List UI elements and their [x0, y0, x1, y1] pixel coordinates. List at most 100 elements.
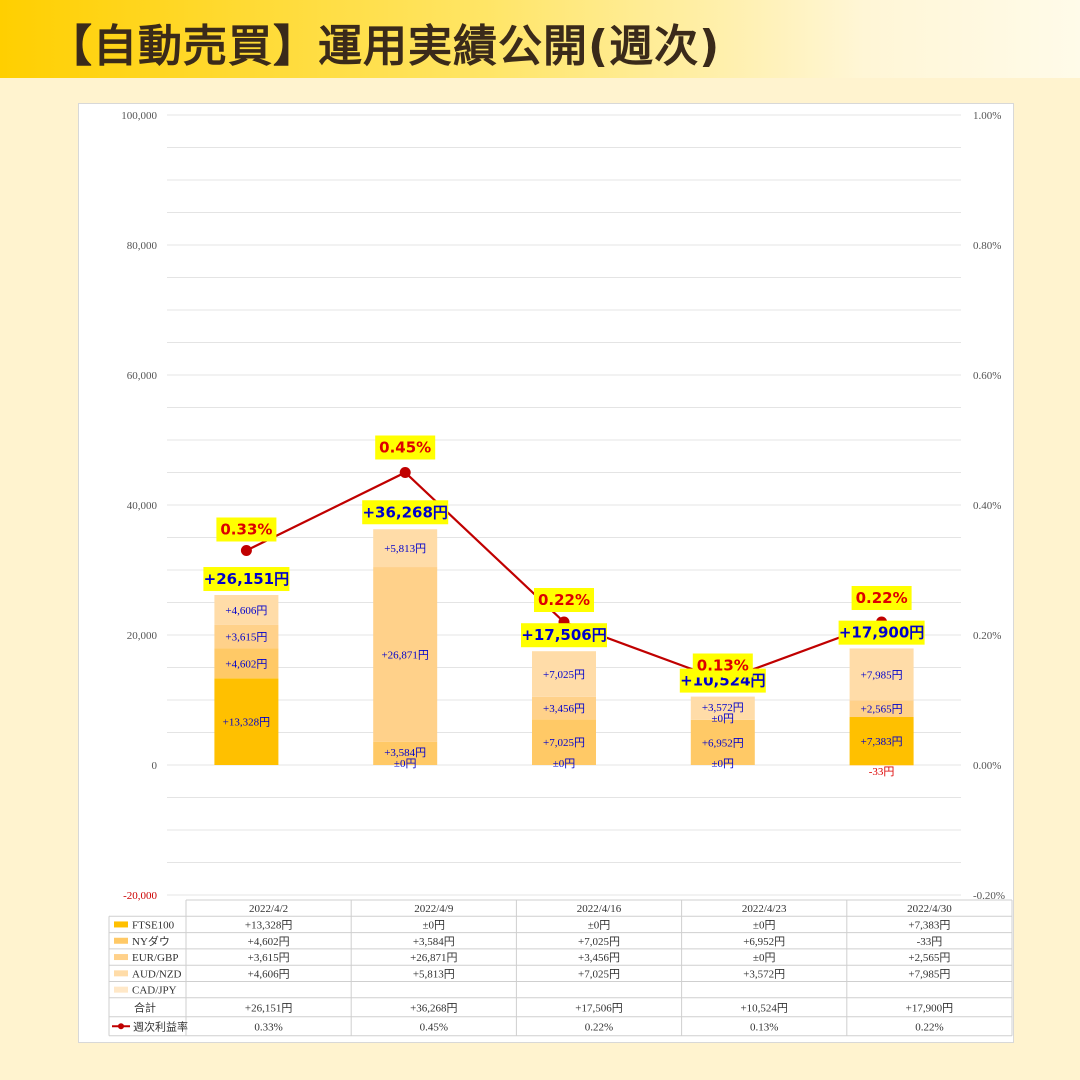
bar-segment [214, 678, 279, 765]
table-cell: +5,813円 [413, 968, 455, 980]
bar-segment-label: +2,565円 [861, 704, 903, 716]
y2-tick-label: 0.20% [973, 630, 1001, 642]
bar-segment-label: +3,456円 [543, 703, 585, 715]
bar-segment [690, 719, 755, 765]
y-tick-label: 100,000 [121, 110, 157, 122]
table-cell: 0.22% [915, 1021, 943, 1033]
bar-segment-label: +7,025円 [543, 669, 585, 681]
bar-segment-label: +4,606円 [225, 605, 267, 617]
chart-panel: 100,000 80,000 60,000 40,000 20,000 0 -20,000 1… [78, 103, 1014, 1043]
page-title: 【自動売買】運用実績公開(週次) [48, 21, 721, 72]
table-column-header: 2022/4/30 [907, 903, 952, 915]
y-tick-label: -20,000 [123, 890, 157, 902]
total-label: +17,506円 [521, 626, 606, 644]
legend-label: NYダウ [132, 934, 170, 948]
table-cell: 0.33% [254, 1021, 282, 1033]
bar-segment-label: +4,602円 [225, 658, 267, 670]
legend-label: EUR/GBP [132, 952, 178, 964]
table-cell: +26,871円 [410, 952, 457, 964]
table-cell: +10,524円 [740, 1002, 787, 1014]
total-label-bg [362, 500, 449, 525]
bar-segment-label: +7,025円 [543, 737, 585, 749]
bar-segment [690, 696, 755, 720]
bar-segment-label: +7,985円 [861, 669, 903, 681]
legend-label: 週次利益率 [133, 1019, 188, 1033]
table-cell: +13,328円 [245, 919, 292, 931]
table-cell: +4,602円 [248, 936, 290, 948]
legend-label: 合計 [134, 1000, 156, 1014]
table-cell: ±0円 [753, 952, 776, 964]
y-tick-label: 20,000 [127, 630, 158, 642]
y2-tick-label: 0.80% [973, 240, 1001, 252]
table-cell: +3,456円 [578, 952, 620, 964]
legend-swatch [114, 937, 128, 944]
bar-segment [849, 765, 914, 766]
total-label-bg [203, 567, 290, 592]
bar-segment [532, 719, 596, 765]
table-column-header: 2022/4/16 [577, 903, 622, 915]
rate-label: 0.22% [856, 589, 908, 607]
table-cell: ±0円 [423, 919, 446, 931]
y-tick-label: 0 [152, 760, 158, 772]
y2-tick-label: 0.00% [973, 760, 1001, 772]
table-cell: 0.22% [585, 1021, 613, 1033]
table-cell: +7,985円 [908, 968, 950, 980]
total-label: +36,268円 [362, 503, 447, 521]
bar-segment [532, 651, 596, 697]
table-cell: -33円 [917, 936, 943, 948]
bar-segment-label: +3,584円 [384, 747, 426, 759]
bar-segment-label: ±0円 [553, 758, 576, 770]
total-label-bg [838, 620, 925, 645]
legend-label: FTSE100 [132, 919, 175, 931]
table-cell: +3,615円 [248, 952, 290, 964]
table-cell: 0.45% [420, 1021, 448, 1033]
table-column-header: 2022/4/9 [414, 903, 454, 915]
table-cell: +4,606円 [248, 968, 290, 980]
rate-label: 0.22% [538, 591, 590, 609]
bar-segment-label: ±0円 [712, 713, 735, 725]
y2-tick-label: -0.20% [973, 890, 1005, 902]
legend-line-marker [118, 1023, 124, 1030]
bar-segment [214, 595, 279, 625]
bar-segment-label: +7,383円 [861, 736, 903, 748]
y-tick-label: 60,000 [127, 370, 158, 382]
rate-label-bg [692, 653, 753, 678]
total-label: +17,900円 [839, 624, 924, 642]
rate-label: 0.33% [220, 521, 272, 539]
bar-segment [214, 624, 279, 649]
weekly-performance-chart: 100,000 80,000 60,000 40,000 20,000 0 -20,000 1… [108, 110, 1013, 1037]
table-cell: ±0円 [588, 919, 611, 931]
bar-segment-label: -33円 [869, 766, 895, 778]
bar-segment [849, 700, 914, 718]
y-tick-label: 80,000 [127, 240, 158, 252]
total-label-bg [521, 623, 607, 648]
table-cell: 0.13% [750, 1021, 778, 1033]
legend-swatch [114, 986, 128, 993]
y-tick-label: 40,000 [127, 500, 158, 512]
table-cell: +3,584円 [413, 936, 455, 948]
legend-swatch [114, 970, 128, 977]
bar-segment-label: +5,813円 [384, 543, 426, 555]
rate-label-bg [375, 435, 436, 460]
header-banner: 【自動売買】運用実績公開(週次) [0, 0, 1080, 78]
table-column-header: 2022/4/23 [742, 903, 787, 915]
table-cell: +36,268円 [410, 1002, 457, 1014]
bar-segment-label: ±0円 [394, 758, 417, 770]
rate-label-bg [216, 517, 277, 542]
rate-label-bg [534, 588, 594, 612]
rate-point [240, 545, 252, 556]
bar-segment-label: +26,871円 [381, 649, 428, 661]
bar-segment [849, 648, 914, 701]
bar-segment-label: +13,328円 [223, 717, 270, 729]
table-cell: +17,900円 [906, 1002, 953, 1014]
table-cell: +7,383円 [908, 919, 950, 931]
bar-segment [849, 717, 914, 765]
bar-segment [532, 696, 596, 720]
rate-label: 0.45% [379, 439, 431, 457]
bar-segment [214, 648, 279, 679]
bar-segment-label: +3,572円 [702, 702, 744, 714]
rate-label: 0.13% [697, 657, 749, 675]
y2-tick-label: 1.00% [973, 110, 1001, 122]
table-column-header: 2022/4/2 [249, 903, 288, 915]
table-cell: +6,952円 [743, 936, 785, 948]
